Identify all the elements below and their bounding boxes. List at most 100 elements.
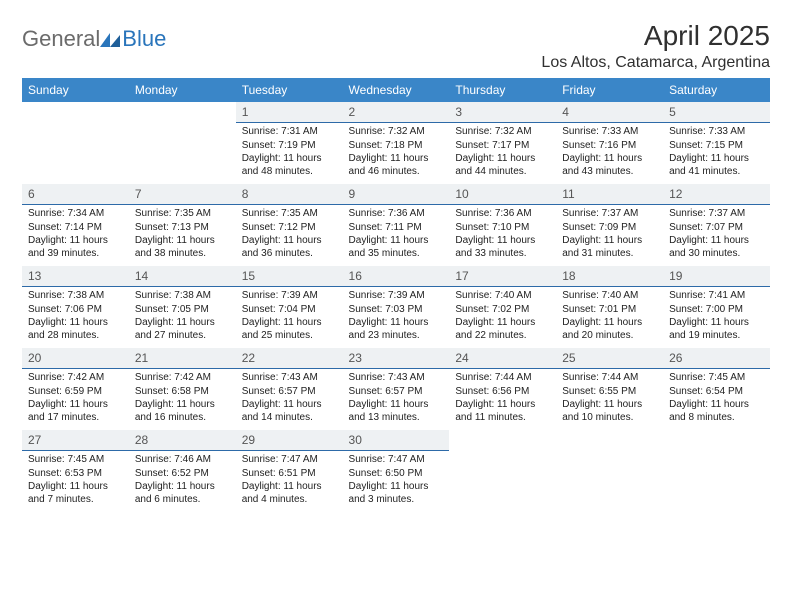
- day-number: 8: [236, 184, 343, 205]
- sunrise-line: Sunrise: 7:38 AM: [135, 290, 230, 303]
- calendar-cell: 10Sunrise: 7:36 AMSunset: 7:10 PMDayligh…: [449, 184, 556, 266]
- day-number: 10: [449, 184, 556, 205]
- daylight-line: Daylight: 11 hours and 23 minutes.: [349, 317, 444, 342]
- day-number: 26: [663, 348, 770, 369]
- day-number: 12: [663, 184, 770, 205]
- daylight-line: Daylight: 11 hours and 38 minutes.: [135, 235, 230, 260]
- calendar-header-row: SundayMondayTuesdayWednesdayThursdayFrid…: [22, 78, 770, 102]
- day-body: Sunrise: 7:39 AMSunset: 7:03 PMDaylight:…: [343, 287, 450, 347]
- sunset-line: Sunset: 6:55 PM: [562, 386, 657, 399]
- sunrise-line: Sunrise: 7:32 AM: [455, 126, 550, 139]
- day-body: Sunrise: 7:33 AMSunset: 7:16 PMDaylight:…: [556, 123, 663, 183]
- day-number: 9: [343, 184, 450, 205]
- daylight-line: Daylight: 11 hours and 44 minutes.: [455, 153, 550, 178]
- sunrise-line: Sunrise: 7:40 AM: [562, 290, 657, 303]
- daylight-line: Daylight: 11 hours and 43 minutes.: [562, 153, 657, 178]
- calendar-body: 1Sunrise: 7:31 AMSunset: 7:19 PMDaylight…: [22, 102, 770, 512]
- sunset-line: Sunset: 7:03 PM: [349, 304, 444, 317]
- sunrise-line: Sunrise: 7:44 AM: [455, 372, 550, 385]
- day-body: Sunrise: 7:45 AMSunset: 6:53 PMDaylight:…: [22, 451, 129, 511]
- calendar-week-row: 27Sunrise: 7:45 AMSunset: 6:53 PMDayligh…: [22, 430, 770, 512]
- daylight-line: Daylight: 11 hours and 3 minutes.: [349, 481, 444, 506]
- calendar-week-row: 1Sunrise: 7:31 AMSunset: 7:19 PMDaylight…: [22, 102, 770, 184]
- calendar-cell: 28Sunrise: 7:46 AMSunset: 6:52 PMDayligh…: [129, 430, 236, 512]
- daylight-line: Daylight: 11 hours and 35 minutes.: [349, 235, 444, 260]
- day-body: Sunrise: 7:47 AMSunset: 6:50 PMDaylight:…: [343, 451, 450, 511]
- sunrise-line: Sunrise: 7:32 AM: [349, 126, 444, 139]
- calendar-cell: 7Sunrise: 7:35 AMSunset: 7:13 PMDaylight…: [129, 184, 236, 266]
- daylight-line: Daylight: 11 hours and 31 minutes.: [562, 235, 657, 260]
- sunset-line: Sunset: 6:53 PM: [28, 468, 123, 481]
- calendar-cell: 20Sunrise: 7:42 AMSunset: 6:59 PMDayligh…: [22, 348, 129, 430]
- sunset-line: Sunset: 7:00 PM: [669, 304, 764, 317]
- day-number: 5: [663, 102, 770, 123]
- logo-text-general: General: [22, 26, 100, 52]
- day-number: 23: [343, 348, 450, 369]
- calendar-cell: 24Sunrise: 7:44 AMSunset: 6:56 PMDayligh…: [449, 348, 556, 430]
- calendar-cell: 3Sunrise: 7:32 AMSunset: 7:17 PMDaylight…: [449, 102, 556, 184]
- sunrise-line: Sunrise: 7:39 AM: [242, 290, 337, 303]
- sunset-line: Sunset: 7:19 PM: [242, 140, 337, 153]
- day-body: Sunrise: 7:40 AMSunset: 7:01 PMDaylight:…: [556, 287, 663, 347]
- calendar-cell: 21Sunrise: 7:42 AMSunset: 6:58 PMDayligh…: [129, 348, 236, 430]
- day-body: Sunrise: 7:43 AMSunset: 6:57 PMDaylight:…: [236, 369, 343, 429]
- sunrise-line: Sunrise: 7:33 AM: [669, 126, 764, 139]
- day-number: 25: [556, 348, 663, 369]
- daylight-line: Daylight: 11 hours and 8 minutes.: [669, 399, 764, 424]
- daylight-line: Daylight: 11 hours and 11 minutes.: [455, 399, 550, 424]
- sunset-line: Sunset: 6:50 PM: [349, 468, 444, 481]
- sunset-line: Sunset: 7:15 PM: [669, 140, 764, 153]
- sunset-line: Sunset: 6:54 PM: [669, 386, 764, 399]
- day-body: Sunrise: 7:35 AMSunset: 7:12 PMDaylight:…: [236, 205, 343, 265]
- calendar-cell: 6Sunrise: 7:34 AMSunset: 7:14 PMDaylight…: [22, 184, 129, 266]
- day-body: Sunrise: 7:33 AMSunset: 7:15 PMDaylight:…: [663, 123, 770, 183]
- logo-text-blue: Blue: [122, 26, 166, 52]
- day-body: Sunrise: 7:45 AMSunset: 6:54 PMDaylight:…: [663, 369, 770, 429]
- sunrise-line: Sunrise: 7:41 AM: [669, 290, 764, 303]
- logo: General Blue: [22, 20, 166, 52]
- day-number: 6: [22, 184, 129, 205]
- sunset-line: Sunset: 6:56 PM: [455, 386, 550, 399]
- sunset-line: Sunset: 7:18 PM: [349, 140, 444, 153]
- day-number: 17: [449, 266, 556, 287]
- day-number: 13: [22, 266, 129, 287]
- sunset-line: Sunset: 7:14 PM: [28, 222, 123, 235]
- calendar-cell: 26Sunrise: 7:45 AMSunset: 6:54 PMDayligh…: [663, 348, 770, 430]
- day-body: Sunrise: 7:40 AMSunset: 7:02 PMDaylight:…: [449, 287, 556, 347]
- calendar-week-row: 13Sunrise: 7:38 AMSunset: 7:06 PMDayligh…: [22, 266, 770, 348]
- day-number: 28: [129, 430, 236, 451]
- calendar-cell: 23Sunrise: 7:43 AMSunset: 6:57 PMDayligh…: [343, 348, 450, 430]
- daylight-line: Daylight: 11 hours and 19 minutes.: [669, 317, 764, 342]
- day-number: 4: [556, 102, 663, 123]
- day-number: 29: [236, 430, 343, 451]
- calendar-cell: 22Sunrise: 7:43 AMSunset: 6:57 PMDayligh…: [236, 348, 343, 430]
- calendar-cell: [663, 430, 770, 512]
- day-body: Sunrise: 7:44 AMSunset: 6:55 PMDaylight:…: [556, 369, 663, 429]
- calendar-cell: 17Sunrise: 7:40 AMSunset: 7:02 PMDayligh…: [449, 266, 556, 348]
- day-body: Sunrise: 7:37 AMSunset: 7:09 PMDaylight:…: [556, 205, 663, 265]
- calendar-cell: 2Sunrise: 7:32 AMSunset: 7:18 PMDaylight…: [343, 102, 450, 184]
- day-number: 21: [129, 348, 236, 369]
- weekday-header: Sunday: [22, 78, 129, 102]
- calendar-cell: 19Sunrise: 7:41 AMSunset: 7:00 PMDayligh…: [663, 266, 770, 348]
- calendar-week-row: 6Sunrise: 7:34 AMSunset: 7:14 PMDaylight…: [22, 184, 770, 266]
- header: General Blue April 2025 Los Altos, Catam…: [22, 20, 770, 72]
- sunset-line: Sunset: 7:04 PM: [242, 304, 337, 317]
- sunrise-line: Sunrise: 7:46 AM: [135, 454, 230, 467]
- day-body: Sunrise: 7:34 AMSunset: 7:14 PMDaylight:…: [22, 205, 129, 265]
- day-body: Sunrise: 7:38 AMSunset: 7:05 PMDaylight:…: [129, 287, 236, 347]
- daylight-line: Daylight: 11 hours and 36 minutes.: [242, 235, 337, 260]
- sunset-line: Sunset: 7:02 PM: [455, 304, 550, 317]
- day-number: 18: [556, 266, 663, 287]
- day-number: 3: [449, 102, 556, 123]
- calendar-cell: 25Sunrise: 7:44 AMSunset: 6:55 PMDayligh…: [556, 348, 663, 430]
- day-number: 20: [22, 348, 129, 369]
- daylight-line: Daylight: 11 hours and 6 minutes.: [135, 481, 230, 506]
- daylight-line: Daylight: 11 hours and 41 minutes.: [669, 153, 764, 178]
- weekday-header: Friday: [556, 78, 663, 102]
- day-body: Sunrise: 7:32 AMSunset: 7:17 PMDaylight:…: [449, 123, 556, 183]
- sunset-line: Sunset: 7:10 PM: [455, 222, 550, 235]
- day-body: Sunrise: 7:35 AMSunset: 7:13 PMDaylight:…: [129, 205, 236, 265]
- calendar-cell: 16Sunrise: 7:39 AMSunset: 7:03 PMDayligh…: [343, 266, 450, 348]
- daylight-line: Daylight: 11 hours and 16 minutes.: [135, 399, 230, 424]
